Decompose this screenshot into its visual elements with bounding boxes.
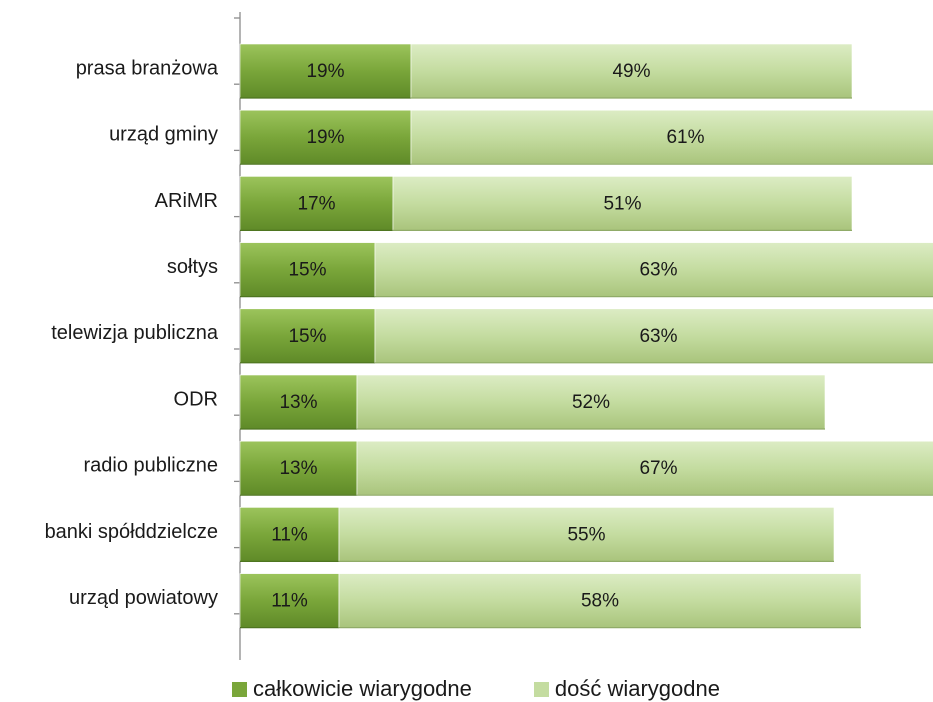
legend-label-series-1: całkowicie wiarygodne xyxy=(253,676,472,701)
category-label: urząd gminy xyxy=(109,124,218,146)
category-label: urząd powiatowy xyxy=(69,587,218,609)
bar-value-label: 11% xyxy=(271,591,308,612)
bar-value-label: 63% xyxy=(639,326,677,347)
bar-segment-calkowicie xyxy=(239,109,412,165)
bar-value-label: 13% xyxy=(279,458,317,479)
bar-value-label: 11% xyxy=(271,524,308,545)
bar-segment-dosc xyxy=(410,109,933,165)
bar-value-label: 55% xyxy=(567,524,605,545)
bar-segment-calkowicie xyxy=(239,374,358,430)
category-label: prasa branżowa xyxy=(76,57,219,79)
legend-swatch-series-1 xyxy=(232,681,247,697)
category-label: banki spółddzielcze xyxy=(45,521,218,543)
bar-segment-calkowicie xyxy=(239,176,394,231)
legend: całkowicie wiarygodne dość wiarygodne xyxy=(232,676,782,702)
bar-segment-dosc xyxy=(410,43,853,99)
bar-segment-calkowicie xyxy=(239,573,340,628)
bar-segment-dosc xyxy=(338,573,862,628)
bar-segment-dosc xyxy=(374,242,933,297)
bar-segment-dosc xyxy=(374,308,933,364)
bar-segment-calkowicie xyxy=(239,507,340,562)
legend-item-series-1: całkowicie wiarygodne xyxy=(232,676,472,702)
category-label: ARiMR xyxy=(155,190,218,212)
category-label: radio publiczne xyxy=(83,455,218,477)
bar-value-label: 13% xyxy=(279,392,317,413)
bar-value-label: 15% xyxy=(288,260,326,281)
bar-value-label: 67% xyxy=(639,458,677,479)
legend-label-series-2: dość wiarygodne xyxy=(554,676,720,701)
stacked-bar-chart: prasa branżowa 19% 49% urząd gminy 19% 61% ARi… xyxy=(45,12,933,660)
bar-value-label: 49% xyxy=(612,61,650,82)
category-label: sołtys xyxy=(167,256,218,278)
bar-segment-calkowicie xyxy=(239,43,412,99)
bar-value-label: 19% xyxy=(306,61,344,82)
legend-swatch-series-2 xyxy=(533,681,549,697)
bar-value-label: 63% xyxy=(639,260,677,281)
category-label: telewizja publiczna xyxy=(51,322,219,344)
bar-segment-dosc xyxy=(356,374,826,430)
bar-value-label: 51% xyxy=(603,193,641,214)
bar-value-label: 58% xyxy=(581,591,619,612)
bar-value-label: 19% xyxy=(306,127,344,148)
bar-segment-calkowicie xyxy=(239,440,358,496)
bar-segment-dosc xyxy=(392,176,853,231)
bar-value-label: 15% xyxy=(288,326,326,347)
bar-segment-calkowicie xyxy=(239,308,376,364)
legend-item-series-2: dość wiarygodne xyxy=(533,676,720,702)
bar-value-label: 61% xyxy=(666,127,704,148)
bar-value-label: 52% xyxy=(572,392,610,413)
category-label: ODR xyxy=(174,388,218,410)
bar-value-label: 17% xyxy=(297,193,335,214)
bar-segment-dosc xyxy=(338,507,835,562)
bar-segment-dosc xyxy=(356,440,933,496)
